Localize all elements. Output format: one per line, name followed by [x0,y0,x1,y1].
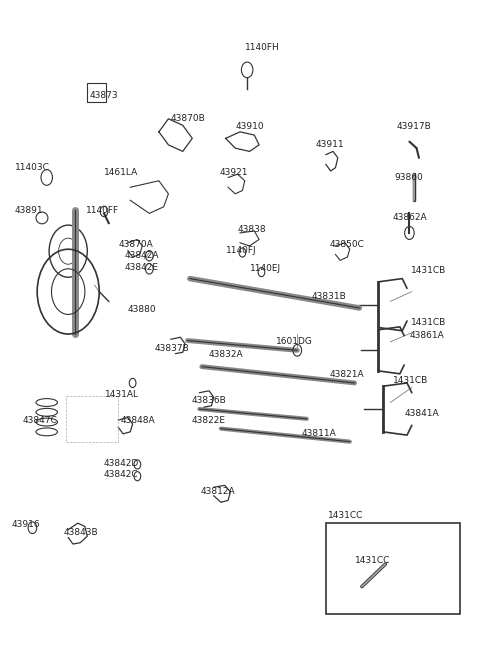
Text: 1140FJ: 1140FJ [226,246,256,255]
Text: 43861A: 43861A [409,331,444,340]
Text: 43821A: 43821A [330,370,364,379]
Text: 43870B: 43870B [171,114,205,123]
Text: 1431CC: 1431CC [328,511,364,520]
Text: 1431CC: 1431CC [355,556,390,565]
Text: 43842E: 43842E [124,263,158,272]
Text: 43873: 43873 [90,92,118,100]
Text: 1431AL: 1431AL [106,390,139,398]
Text: 1461LA: 1461LA [104,168,138,177]
Text: 43880: 43880 [128,305,156,314]
Bar [87,83,107,102]
Text: 1140EJ: 1140EJ [250,265,281,273]
Text: 43916: 43916 [12,520,40,529]
Text: 43837B: 43837B [155,344,190,353]
Text: 1431CB: 1431CB [411,266,446,274]
Text: 43843B: 43843B [63,529,98,538]
Text: 43842D: 43842D [104,458,139,468]
Bar [326,523,459,614]
Text: 43910: 43910 [235,122,264,131]
Text: 43842A: 43842A [124,252,159,260]
Text: 43848A: 43848A [120,416,156,424]
Text: 43862A: 43862A [393,214,427,223]
Text: 43822E: 43822E [192,416,225,424]
Text: 43831B: 43831B [312,291,347,301]
Text: 43891: 43891 [15,206,43,215]
Text: 43850C: 43850C [330,240,365,248]
Text: 43917B: 43917B [396,122,431,131]
Text: 11403C: 11403C [15,163,49,172]
Text: 43842C: 43842C [104,470,139,479]
Text: 1601DG: 1601DG [276,337,312,346]
Text: 43836B: 43836B [192,396,226,405]
Text: 43811A: 43811A [301,428,336,438]
Text: 1431CB: 1431CB [393,377,428,386]
Text: 43812A: 43812A [201,487,236,496]
Text: 1140FF: 1140FF [86,206,120,215]
Text: 43832A: 43832A [209,350,244,360]
Text: 1140FH: 1140FH [245,43,279,52]
Text: 43870A: 43870A [118,240,153,248]
Text: 43847C: 43847C [23,416,58,424]
Text: 43911: 43911 [315,140,344,149]
Text: 43838: 43838 [238,225,266,234]
Text: 43841A: 43841A [405,409,439,418]
Text: 1431CB: 1431CB [411,318,446,327]
Text: 93860: 93860 [394,173,423,182]
Text: 43921: 43921 [220,168,249,177]
